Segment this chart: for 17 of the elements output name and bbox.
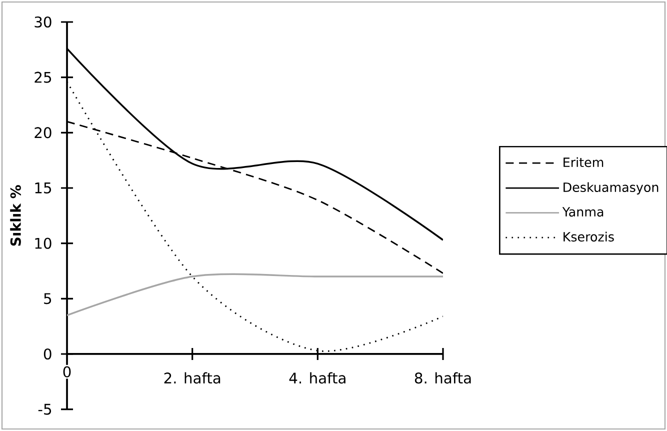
legend-label: Kserozis — [564, 232, 614, 242]
y-tick-label: 20 — [34, 127, 52, 138]
y-tick-label: -5 — [38, 404, 52, 415]
x-tick-label: 0 — [63, 366, 71, 378]
y-tick-label: 5 — [44, 293, 52, 304]
y-tick-label: 30 — [34, 16, 52, 28]
legend-label: Deskuamasyon — [564, 182, 658, 194]
x-tick-label: 2. hafta — [164, 372, 220, 384]
legend-label: Yanma — [562, 207, 604, 217]
legend-label: Eritem — [564, 157, 604, 168]
x-tick-label: 8. hafta — [414, 372, 471, 384]
y-tick-label: 0 — [44, 348, 52, 360]
y-tick-label: 15 — [35, 182, 52, 194]
y-axis-title: Sıklık % — [10, 185, 21, 246]
y-tick-label: 25 — [34, 72, 52, 83]
x-tick-label: 4. hafta — [289, 372, 346, 384]
y-tick-label: 10 — [35, 238, 52, 249]
